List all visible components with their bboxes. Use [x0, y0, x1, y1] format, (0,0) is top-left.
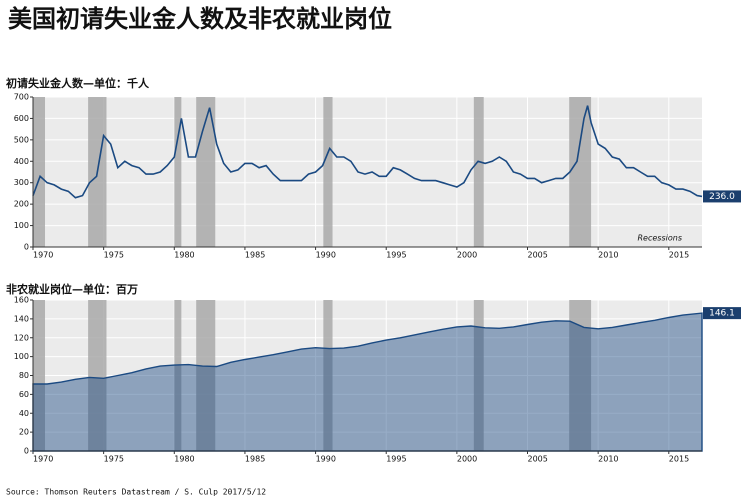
recession-band — [174, 97, 182, 247]
y-tick-label: 500 — [14, 135, 29, 144]
recession-band — [473, 300, 484, 451]
y-tick-label: 120 — [14, 333, 29, 342]
y-tick-label: 20 — [19, 428, 29, 437]
page-title: 美国初请失业金人数及非农就业岗位 — [8, 5, 392, 33]
series-line — [32, 105, 703, 199]
y-tick-label: 600 — [14, 114, 29, 123]
panel-title: 非农就业岗位—单位：百万 — [6, 282, 138, 296]
y-tick-label: 60 — [19, 390, 29, 399]
recession-band — [473, 97, 484, 247]
recession-band — [88, 300, 107, 451]
x-tick-label: 2015 — [669, 455, 689, 464]
end-value-label: 146.1 — [709, 309, 735, 319]
x-tick-label: 1975 — [104, 251, 124, 260]
recession-band — [33, 97, 46, 247]
recession-band — [323, 97, 333, 247]
plot-background — [33, 97, 702, 247]
x-tick-label: 1985 — [245, 251, 265, 260]
x-tick-label: 2005 — [528, 455, 548, 464]
recession-label: Recessions — [638, 234, 683, 243]
x-tick-label: 1985 — [245, 455, 265, 464]
x-tick-label: 1995 — [386, 455, 406, 464]
source: Source: Thomson Reuters Datastream / S. … — [6, 488, 266, 497]
y-tick-label: 400 — [14, 157, 29, 166]
x-tick-label: 1980 — [174, 251, 194, 260]
x-tick-label: 2000 — [457, 455, 477, 464]
recession-band — [569, 97, 592, 247]
recession-band — [174, 300, 182, 451]
y-tick-label: 300 — [14, 178, 29, 187]
series-area — [32, 312, 703, 452]
recession-band — [33, 300, 46, 451]
y-tick-label: 40 — [19, 409, 29, 418]
end-value-label: 236.0 — [709, 192, 735, 202]
panel-title: 初请失业金人数—单位：千人 — [6, 76, 150, 90]
recession-band — [569, 300, 592, 451]
recession-band — [323, 300, 333, 451]
y-tick-label: 80 — [19, 371, 29, 380]
y-tick-label: 140 — [14, 314, 29, 323]
end-label-box — [703, 307, 741, 320]
y-tick-label: 160 — [14, 296, 29, 305]
x-tick-label: 2015 — [669, 251, 689, 260]
y-tick-label: 700 — [14, 93, 29, 102]
y-tick-label: 0 — [24, 447, 29, 456]
x-tick-label: 1990 — [316, 455, 336, 464]
x-tick-label: 1975 — [104, 455, 124, 464]
x-tick-label: 2010 — [598, 251, 618, 260]
y-tick-label: 100 — [14, 221, 29, 230]
x-tick-label: 2005 — [528, 251, 548, 260]
y-tick-label: 0 — [24, 243, 29, 252]
x-tick-label: 1970 — [33, 455, 53, 464]
x-tick-label: 1995 — [386, 251, 406, 260]
y-tick-label: 200 — [14, 200, 29, 209]
recession-band — [196, 300, 216, 451]
x-tick-label: 2000 — [457, 251, 477, 260]
x-tick-label: 2010 — [598, 455, 618, 464]
y-tick-label: 100 — [14, 352, 29, 361]
x-tick-label: 1990 — [316, 251, 336, 260]
x-tick-label: 1980 — [174, 455, 194, 464]
x-tick-label: 1970 — [33, 251, 53, 260]
end-label-box — [703, 190, 741, 203]
